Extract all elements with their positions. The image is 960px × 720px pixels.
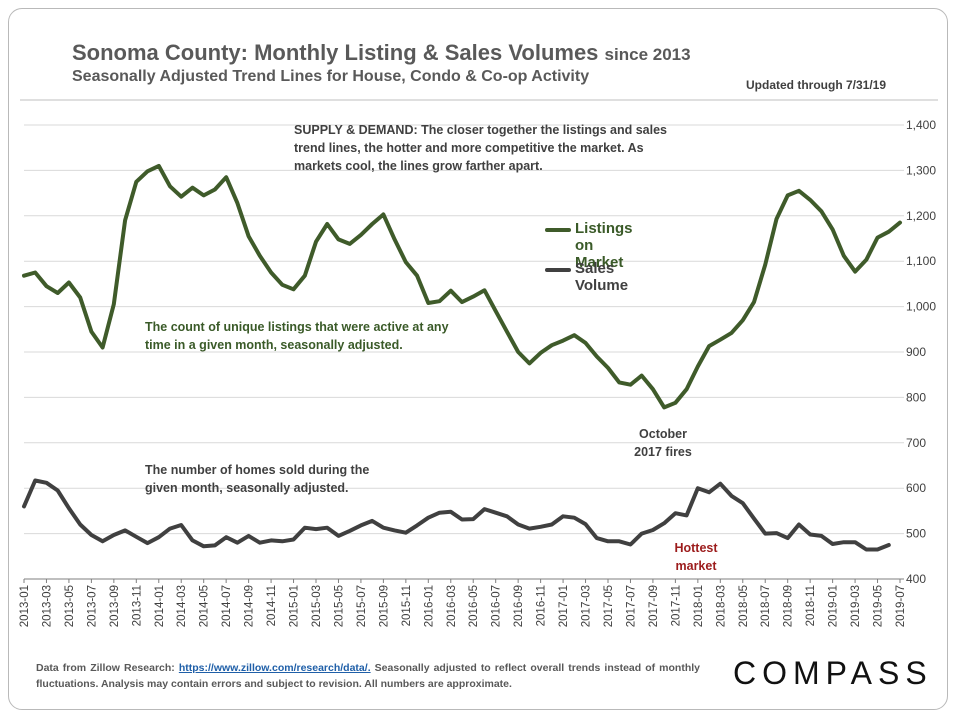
- x-tick-label: 2015-03: [311, 585, 323, 627]
- x-tick-label: 2013-01: [19, 585, 31, 627]
- y-tick-label: 1,300: [906, 163, 936, 177]
- legend-swatch-listings: [545, 228, 571, 232]
- updated-date: Updated through 7/31/19: [746, 78, 887, 92]
- x-tick-label: 2013-03: [41, 585, 53, 627]
- sales-note: The number of homes sold during the give…: [145, 463, 370, 495]
- x-tick-label: 2019-03: [850, 585, 862, 627]
- fires-annotation: October 2017 fires: [634, 427, 692, 459]
- x-tick-label: 2015-01: [289, 585, 301, 627]
- x-tick-label: 2016-11: [536, 585, 548, 626]
- x-tick-label: 2017-07: [625, 585, 637, 627]
- x-tick-label: 2014-07: [221, 585, 233, 627]
- x-tick-label: 2018-11: [805, 585, 817, 626]
- y-tick-label: 600: [906, 481, 926, 495]
- x-tick-label: 2014-11: [266, 585, 278, 626]
- source-note: Data from Zillow Research: https://www.z…: [36, 660, 700, 692]
- x-tick-label: 2018-01: [693, 585, 705, 627]
- x-tick-label: 2018-03: [715, 585, 727, 627]
- x-tick-label: 2013-09: [109, 585, 121, 627]
- x-tick-label: 2019-05: [873, 585, 885, 627]
- x-tick-label: 2018-05: [738, 585, 750, 627]
- listings-note: The count of unique listings that were a…: [145, 320, 449, 352]
- y-tick-label: 800: [906, 390, 926, 404]
- legend-swatch-sales: [545, 268, 571, 272]
- y-tick-label: 900: [906, 345, 926, 359]
- x-tick-label: 2016-03: [446, 585, 458, 627]
- x-tick-label: 2013-11: [131, 585, 143, 626]
- x-tick-label: 2018-09: [783, 585, 795, 627]
- series-line-listings: [22, 163, 902, 410]
- legend-label-listings: Listings on Market: [575, 220, 633, 271]
- source-prefix: Data from Zillow Research:: [36, 662, 175, 674]
- x-tick-label: 2016-05: [468, 585, 480, 627]
- x-tick-label: 2017-09: [648, 585, 660, 627]
- x-tick-label: 2017-01: [558, 585, 570, 627]
- x-tick-label: 2016-01: [423, 585, 435, 627]
- chart-subtitle: Seasonally Adjusted Trend Lines for Hous…: [72, 68, 590, 85]
- x-tick-label: 2014-03: [176, 585, 188, 627]
- y-tick-label: 500: [906, 527, 926, 541]
- source-suffix: Seasonally adjusted to reflect overall t…: [36, 662, 701, 690]
- legend-label-sales: Sales Volume: [575, 260, 629, 294]
- x-tick-label: 2015-11: [401, 585, 413, 626]
- x-tick-label: 2015-09: [378, 585, 390, 627]
- x-tick-label: 2015-07: [356, 585, 368, 627]
- x-tick-label: 2013-05: [64, 585, 76, 627]
- y-tick-label: 400: [906, 572, 926, 586]
- x-tick-label: 2015-05: [333, 585, 345, 627]
- x-tick-label: 2017-03: [581, 585, 593, 627]
- series-line-sales: [22, 478, 891, 552]
- y-tick-label: 1,400: [906, 118, 936, 132]
- compass-logo: COMPASS: [733, 655, 933, 691]
- y-tick-label: 1,000: [906, 300, 936, 314]
- source-link[interactable]: https://www.zillow.com/research/data/.: [178, 662, 371, 674]
- x-tick-label: 2016-07: [491, 585, 503, 627]
- x-tick-label: 2019-01: [828, 585, 840, 627]
- x-tick-label: 2014-05: [199, 585, 211, 627]
- x-tick-label: 2019-07: [895, 585, 907, 627]
- x-tick-label: 2017-05: [603, 585, 615, 627]
- chart-title-suffix: since 2013: [604, 45, 691, 64]
- x-tick-label: 2013-07: [86, 585, 98, 627]
- x-tick-label: 2014-09: [244, 585, 256, 627]
- x-tick-label: 2014-01: [154, 585, 166, 627]
- x-tick-label: 2018-07: [760, 585, 772, 627]
- x-tick-label: 2016-09: [513, 585, 525, 627]
- y-tick-label: 700: [906, 436, 926, 450]
- supply-demand-note: SUPPLY & DEMAND: The closer together the…: [294, 123, 668, 173]
- y-tick-label: 1,200: [906, 209, 936, 223]
- chart-title: Sonoma County: Monthly Listing & Sales V…: [72, 40, 691, 65]
- hottest-market-annotation: Hottest market: [674, 541, 718, 573]
- x-tick-label: 2017-11: [670, 585, 682, 626]
- y-tick-label: 1,100: [906, 254, 936, 268]
